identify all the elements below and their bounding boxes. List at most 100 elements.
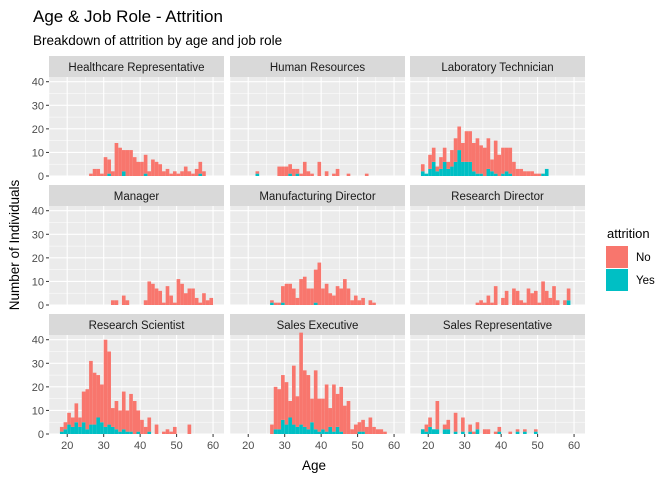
bar-no <box>530 293 534 305</box>
bar-yes <box>291 424 296 434</box>
bar-no <box>281 375 285 420</box>
panel-strip <box>410 56 585 77</box>
bar-no <box>302 276 307 305</box>
bar-no <box>493 140 498 174</box>
bar-no <box>81 391 86 423</box>
bar-no <box>548 297 553 305</box>
bar-no <box>379 429 384 434</box>
x-axis-title: Age <box>302 458 326 473</box>
bar-yes <box>475 173 480 176</box>
y-tick-label: 20 <box>32 253 44 265</box>
bar-no <box>114 300 119 305</box>
bar-no <box>70 417 75 427</box>
bar-no <box>158 290 163 305</box>
x-tick-label: 30 <box>459 440 471 452</box>
bar-yes <box>464 161 469 176</box>
bar-yes <box>288 173 292 176</box>
bar-yes <box>446 168 451 176</box>
bar-yes <box>461 161 465 176</box>
bar-no <box>165 286 170 305</box>
bar-no <box>343 405 347 434</box>
bar-no <box>295 168 300 174</box>
bar-no <box>202 171 206 176</box>
bar-no <box>475 422 480 430</box>
bar-yes <box>523 431 527 434</box>
bar-yes <box>533 431 538 434</box>
bar-no <box>162 171 166 176</box>
legend-title: attrition <box>607 226 650 241</box>
bar-no <box>291 365 296 425</box>
bar-no <box>482 302 487 305</box>
bar-yes <box>81 422 86 434</box>
bar-no <box>205 300 210 305</box>
bar-yes <box>508 173 513 176</box>
panel-title: Research Director <box>451 191 544 203</box>
bar-no <box>129 393 133 432</box>
bar-yes <box>96 417 101 434</box>
bar-yes <box>420 429 425 434</box>
bar-no <box>291 288 296 305</box>
bar-no <box>428 417 432 427</box>
panel-manager: Manager 0 10 20 30 40 <box>32 185 224 312</box>
bar-no <box>350 429 354 434</box>
panel-strip <box>49 56 224 77</box>
panel-sales-representative: Sales Representative 20 30 40 50 60 <box>409 314 585 452</box>
bar-no <box>364 173 369 176</box>
panel-background <box>230 77 405 176</box>
bar-no <box>519 168 524 176</box>
y-tick-label: 20 <box>32 124 44 136</box>
bar-no <box>493 431 498 434</box>
bar-yes <box>89 424 93 434</box>
y-tick-label: 30 <box>32 358 44 370</box>
bar-yes <box>284 424 289 434</box>
bar-no <box>368 417 373 434</box>
bar-no <box>209 297 214 305</box>
bar-yes <box>92 424 97 434</box>
bar-no <box>321 288 325 305</box>
bar-no <box>321 398 325 430</box>
bar-no <box>475 138 480 174</box>
bar-no <box>339 288 344 305</box>
bar-no <box>172 171 177 176</box>
bar-no <box>270 300 274 303</box>
bar-yes <box>299 424 303 434</box>
x-tick-label: 20 <box>422 440 434 452</box>
bar-no <box>361 297 365 305</box>
panel-title: Research Scientist <box>89 320 186 332</box>
bar-yes <box>107 173 111 176</box>
legend: attrition No Yes <box>606 226 655 291</box>
bar-yes <box>78 426 82 434</box>
bar-no <box>332 384 336 432</box>
bar-no <box>121 295 126 305</box>
panel-title: Laboratory Technician <box>441 62 553 74</box>
bar-no <box>165 168 170 176</box>
y-tick-label: 0 <box>38 300 44 312</box>
panel-strip <box>230 56 405 77</box>
bar-no <box>464 131 469 162</box>
bar-no <box>302 161 307 176</box>
panel-research-scientist: Research Scientist 0 10 20 30 40 20 30 40 50 60 <box>32 314 224 452</box>
bar-no <box>346 401 351 434</box>
bar-yes <box>332 431 336 434</box>
bar-no <box>324 283 329 305</box>
bar-no <box>324 384 329 432</box>
x-tick-label: 20 <box>61 440 73 452</box>
bar-no <box>310 288 314 305</box>
bar-no <box>125 410 130 432</box>
bar-no <box>350 300 354 305</box>
bar-no <box>132 157 137 176</box>
bar-no <box>125 150 130 176</box>
bar-no <box>468 424 472 432</box>
bar-no <box>299 173 303 176</box>
bar-yes <box>121 171 126 176</box>
bar-no <box>343 279 347 305</box>
bar-no <box>187 424 192 434</box>
bar-yes <box>479 173 483 176</box>
chart-subtitle: Breakdown of attrition by age and job ro… <box>33 33 282 48</box>
bar-yes <box>428 168 432 176</box>
bar-no <box>504 290 509 305</box>
legend-key-yes <box>606 269 628 291</box>
bar-no <box>453 412 458 432</box>
bar-no <box>544 290 549 305</box>
bar-no <box>92 168 97 176</box>
